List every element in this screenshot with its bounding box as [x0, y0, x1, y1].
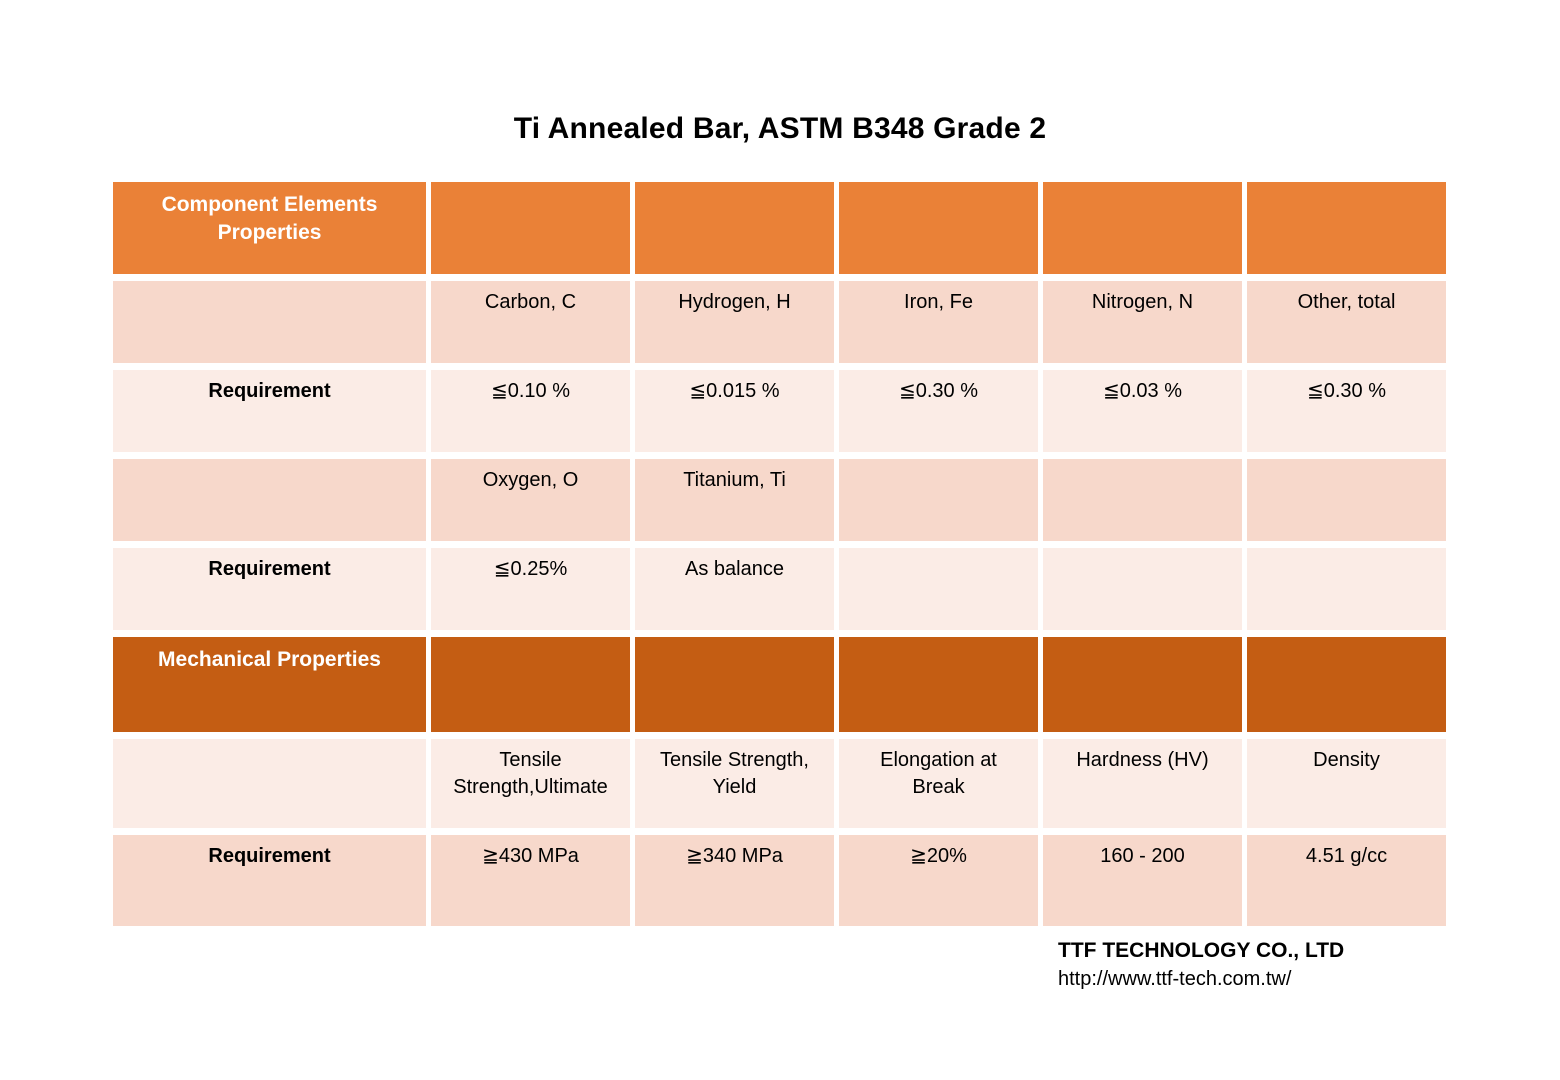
table-cell: ≦0.25%: [431, 548, 630, 630]
table-cell: Carbon, C: [431, 281, 630, 363]
table-cell: Other, total: [1247, 281, 1446, 363]
table-cell: ≦0.30 %: [839, 370, 1038, 452]
row-label-cell: [113, 459, 426, 541]
table-cell: Oxygen, O: [431, 459, 630, 541]
section-header-row-component-elements: Component Elements Properties: [113, 182, 1446, 274]
table-cell-empty: [839, 182, 1038, 274]
section-header-cell: Component Elements Properties: [113, 182, 426, 274]
table-cell: [1247, 548, 1446, 630]
section-header-cell: Mechanical Properties: [113, 637, 426, 732]
page-title: Ti Annealed Bar, ASTM B348 Grade 2: [513, 112, 1047, 145]
table-cell: [839, 548, 1038, 630]
spec-table: Component Elements Properties Carbon, C …: [108, 175, 1451, 933]
table-cell-empty: [635, 182, 834, 274]
table-cell-empty: [431, 637, 630, 732]
table-cell: ≦0.10 %: [431, 370, 630, 452]
table-cell: ≧20%: [839, 835, 1038, 926]
table-cell: 160 - 200: [1043, 835, 1242, 926]
company-name: TTF TECHNOLOGY CO., LTD: [1058, 939, 1345, 962]
table-cell: Tensile Strength, Yield: [635, 739, 834, 828]
table-cell: Hardness (HV): [1043, 739, 1242, 828]
row-label-cell: Requirement: [113, 548, 426, 630]
table-cell-empty: [1043, 637, 1242, 732]
table-cell: [1247, 459, 1446, 541]
element-names-row-1: Carbon, C Hydrogen, H Iron, Fe Nitrogen,…: [113, 281, 1446, 363]
table-cell: Elongation at Break: [839, 739, 1038, 828]
table-cell-empty: [839, 637, 1038, 732]
table-cell: As balance: [635, 548, 834, 630]
company-url: http://www.ttf-tech.com.tw/: [1058, 968, 1292, 991]
table-cell: ≧340 MPa: [635, 835, 834, 926]
requirement-row-1: Requirement ≦0.10 % ≦0.015 % ≦0.30 % ≦0.…: [113, 370, 1446, 452]
table-cell: [1043, 548, 1242, 630]
table-cell: Iron, Fe: [839, 281, 1038, 363]
table-cell: ≦0.30 %: [1247, 370, 1446, 452]
table-cell: [1043, 459, 1242, 541]
table-cell: Density: [1247, 739, 1446, 828]
table-cell: ≧430 MPa: [431, 835, 630, 926]
table-cell-empty: [1247, 182, 1446, 274]
table-cell-empty: [1247, 637, 1446, 732]
table-cell: Hydrogen, H: [635, 281, 834, 363]
table-cell-empty: [1043, 182, 1242, 274]
row-label-cell: Requirement: [113, 370, 426, 452]
footer: TTF TECHNOLOGY CO., LTD http://www.ttf-t…: [1058, 936, 1344, 993]
table-cell: Tensile Strength,Ultimate: [431, 739, 630, 828]
table-cell: ≦0.015 %: [635, 370, 834, 452]
row-label-cell: [113, 281, 426, 363]
table-cell-empty: [635, 637, 834, 732]
table-cell: [839, 459, 1038, 541]
row-label-cell: [113, 739, 426, 828]
table-cell: Nitrogen, N: [1043, 281, 1242, 363]
table-cell: 4.51 g/cc: [1247, 835, 1446, 926]
requirement-row-2: Requirement ≦0.25% As balance: [113, 548, 1446, 630]
table-cell: ≦0.03 %: [1043, 370, 1242, 452]
section-header-row-mechanical-properties: Mechanical Properties: [113, 637, 1446, 732]
element-names-row-2: Oxygen, O Titanium, Ti: [113, 459, 1446, 541]
mechanical-names-row: Tensile Strength,Ultimate Tensile Streng…: [113, 739, 1446, 828]
requirement-row-3: Requirement ≧430 MPa ≧340 MPa ≧20% 160 -…: [113, 835, 1446, 926]
row-label-cell: Requirement: [113, 835, 426, 926]
table-cell-empty: [431, 182, 630, 274]
table-cell: Titanium, Ti: [635, 459, 834, 541]
